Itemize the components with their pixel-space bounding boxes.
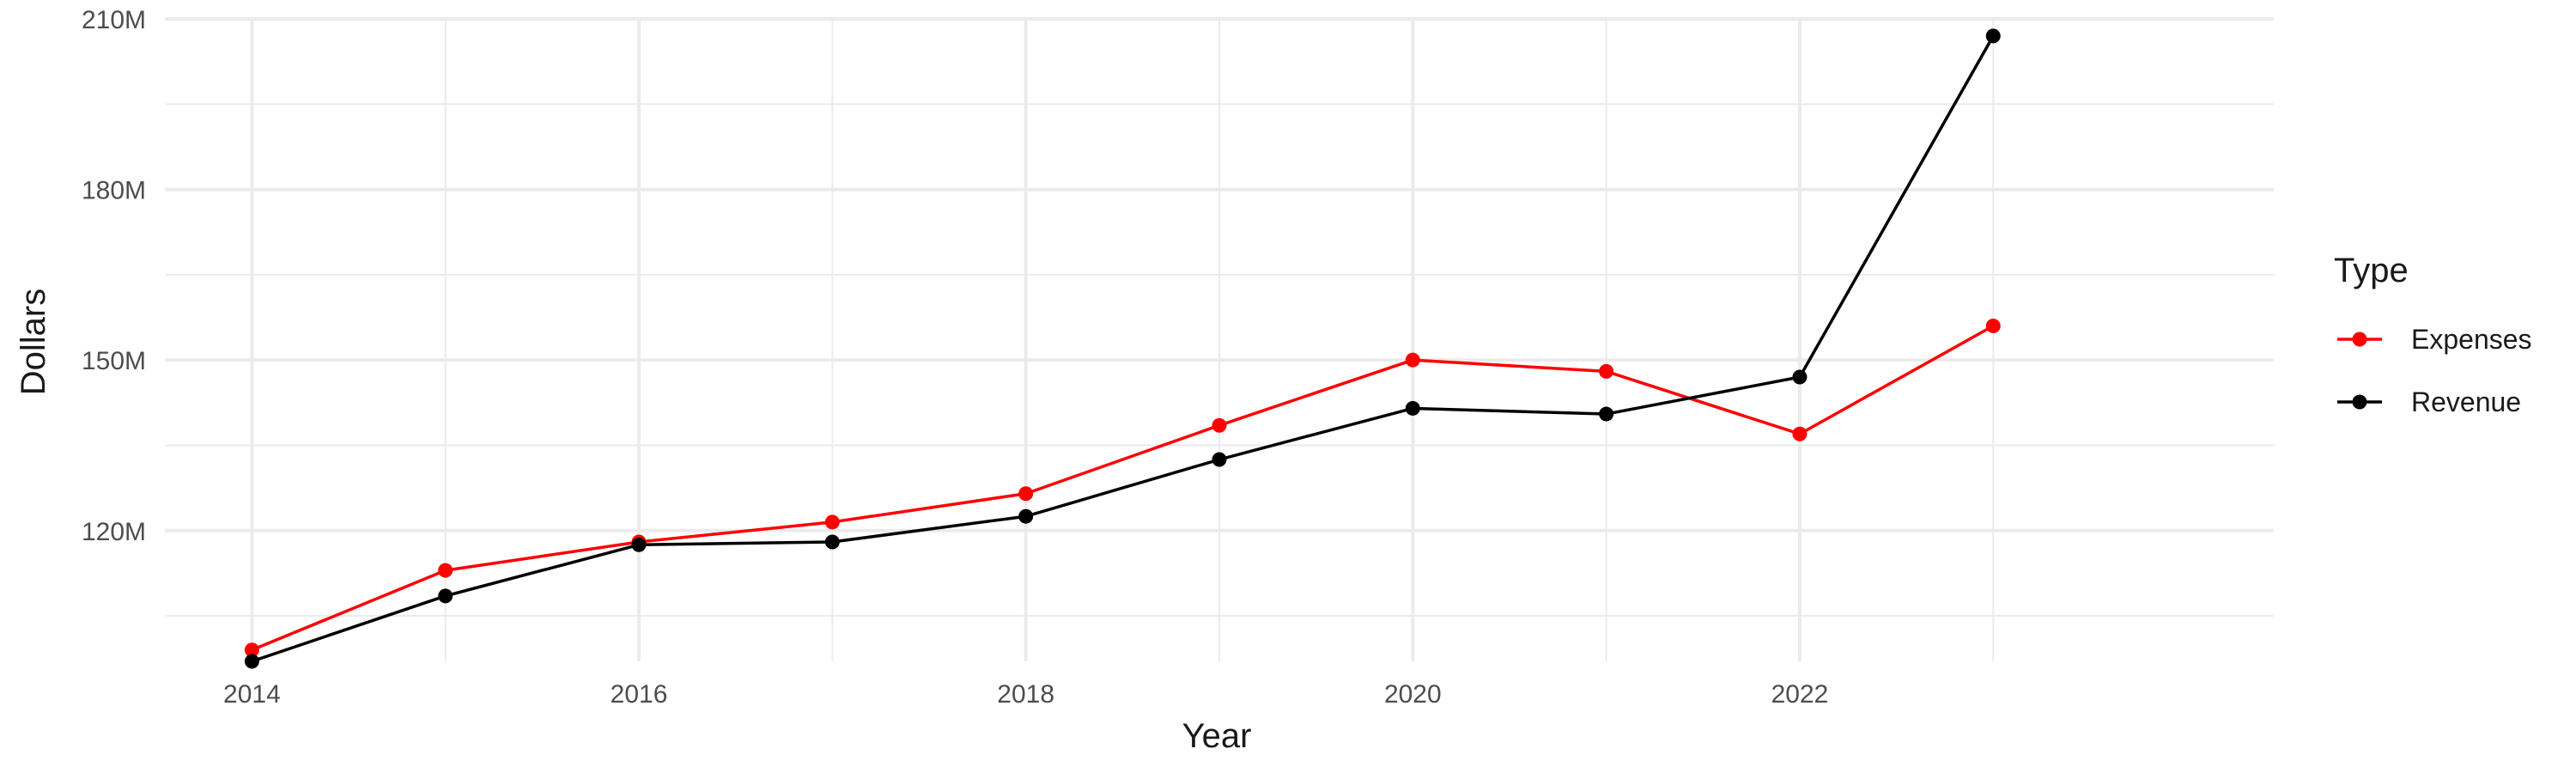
expenses-point xyxy=(1405,352,1420,368)
revenue-point xyxy=(631,537,647,552)
minor-gridlines xyxy=(165,19,2274,661)
x-axis-title: Year xyxy=(1182,717,1252,755)
series-layer xyxy=(244,28,2001,669)
revenue-point xyxy=(1792,369,1807,385)
expenses-point xyxy=(824,514,840,530)
x-tick-label: 2018 xyxy=(997,680,1054,709)
revenue-point xyxy=(1599,406,1614,422)
legend-swatch-point xyxy=(2352,394,2367,410)
expenses-point xyxy=(1212,417,1227,433)
expenses-point xyxy=(1985,318,2001,333)
expenses-point xyxy=(244,642,259,658)
expenses-point xyxy=(438,563,453,578)
revenue-point xyxy=(824,534,840,550)
y-tick-label: 150M xyxy=(82,347,146,375)
revenue-point xyxy=(1212,452,1227,467)
revenue-point xyxy=(244,654,259,669)
major-gridlines xyxy=(165,17,2274,661)
x-axis-ticks: 2014 2016 2018 2020 2022 xyxy=(223,680,1828,709)
x-tick-label: 2020 xyxy=(1384,680,1442,709)
legend: Type Expenses Revenue xyxy=(2334,252,2532,417)
y-axis-title: Dollars xyxy=(15,289,52,395)
expenses-point xyxy=(1018,486,1034,502)
revenue-line xyxy=(251,34,1995,663)
legend-label-revenue: Revenue xyxy=(2411,386,2521,417)
y-tick-label: 210M xyxy=(82,6,146,34)
expenses-point xyxy=(1599,363,1614,379)
legend-key-revenue xyxy=(2337,394,2382,410)
x-tick-label: 2016 xyxy=(611,680,668,709)
x-tick-label: 2022 xyxy=(1771,680,1829,709)
revenue-point xyxy=(1018,508,1034,524)
revenue-point xyxy=(438,588,453,604)
legend-key-expenses xyxy=(2337,332,2382,347)
y-tick-label: 120M xyxy=(82,518,146,546)
revenue-point xyxy=(1405,400,1420,416)
legend-title: Type xyxy=(2334,252,2409,289)
y-axis-ticks: 120M 150M 180M 210M xyxy=(82,6,146,546)
legend-swatch-point xyxy=(2352,332,2367,347)
legend-label-expenses: Expenses xyxy=(2411,324,2532,355)
expenses-line xyxy=(251,324,1995,652)
expenses-point xyxy=(1792,426,1807,441)
revenue-point xyxy=(1985,28,2001,44)
y-tick-label: 180M xyxy=(82,177,146,205)
x-tick-label: 2014 xyxy=(223,680,281,709)
